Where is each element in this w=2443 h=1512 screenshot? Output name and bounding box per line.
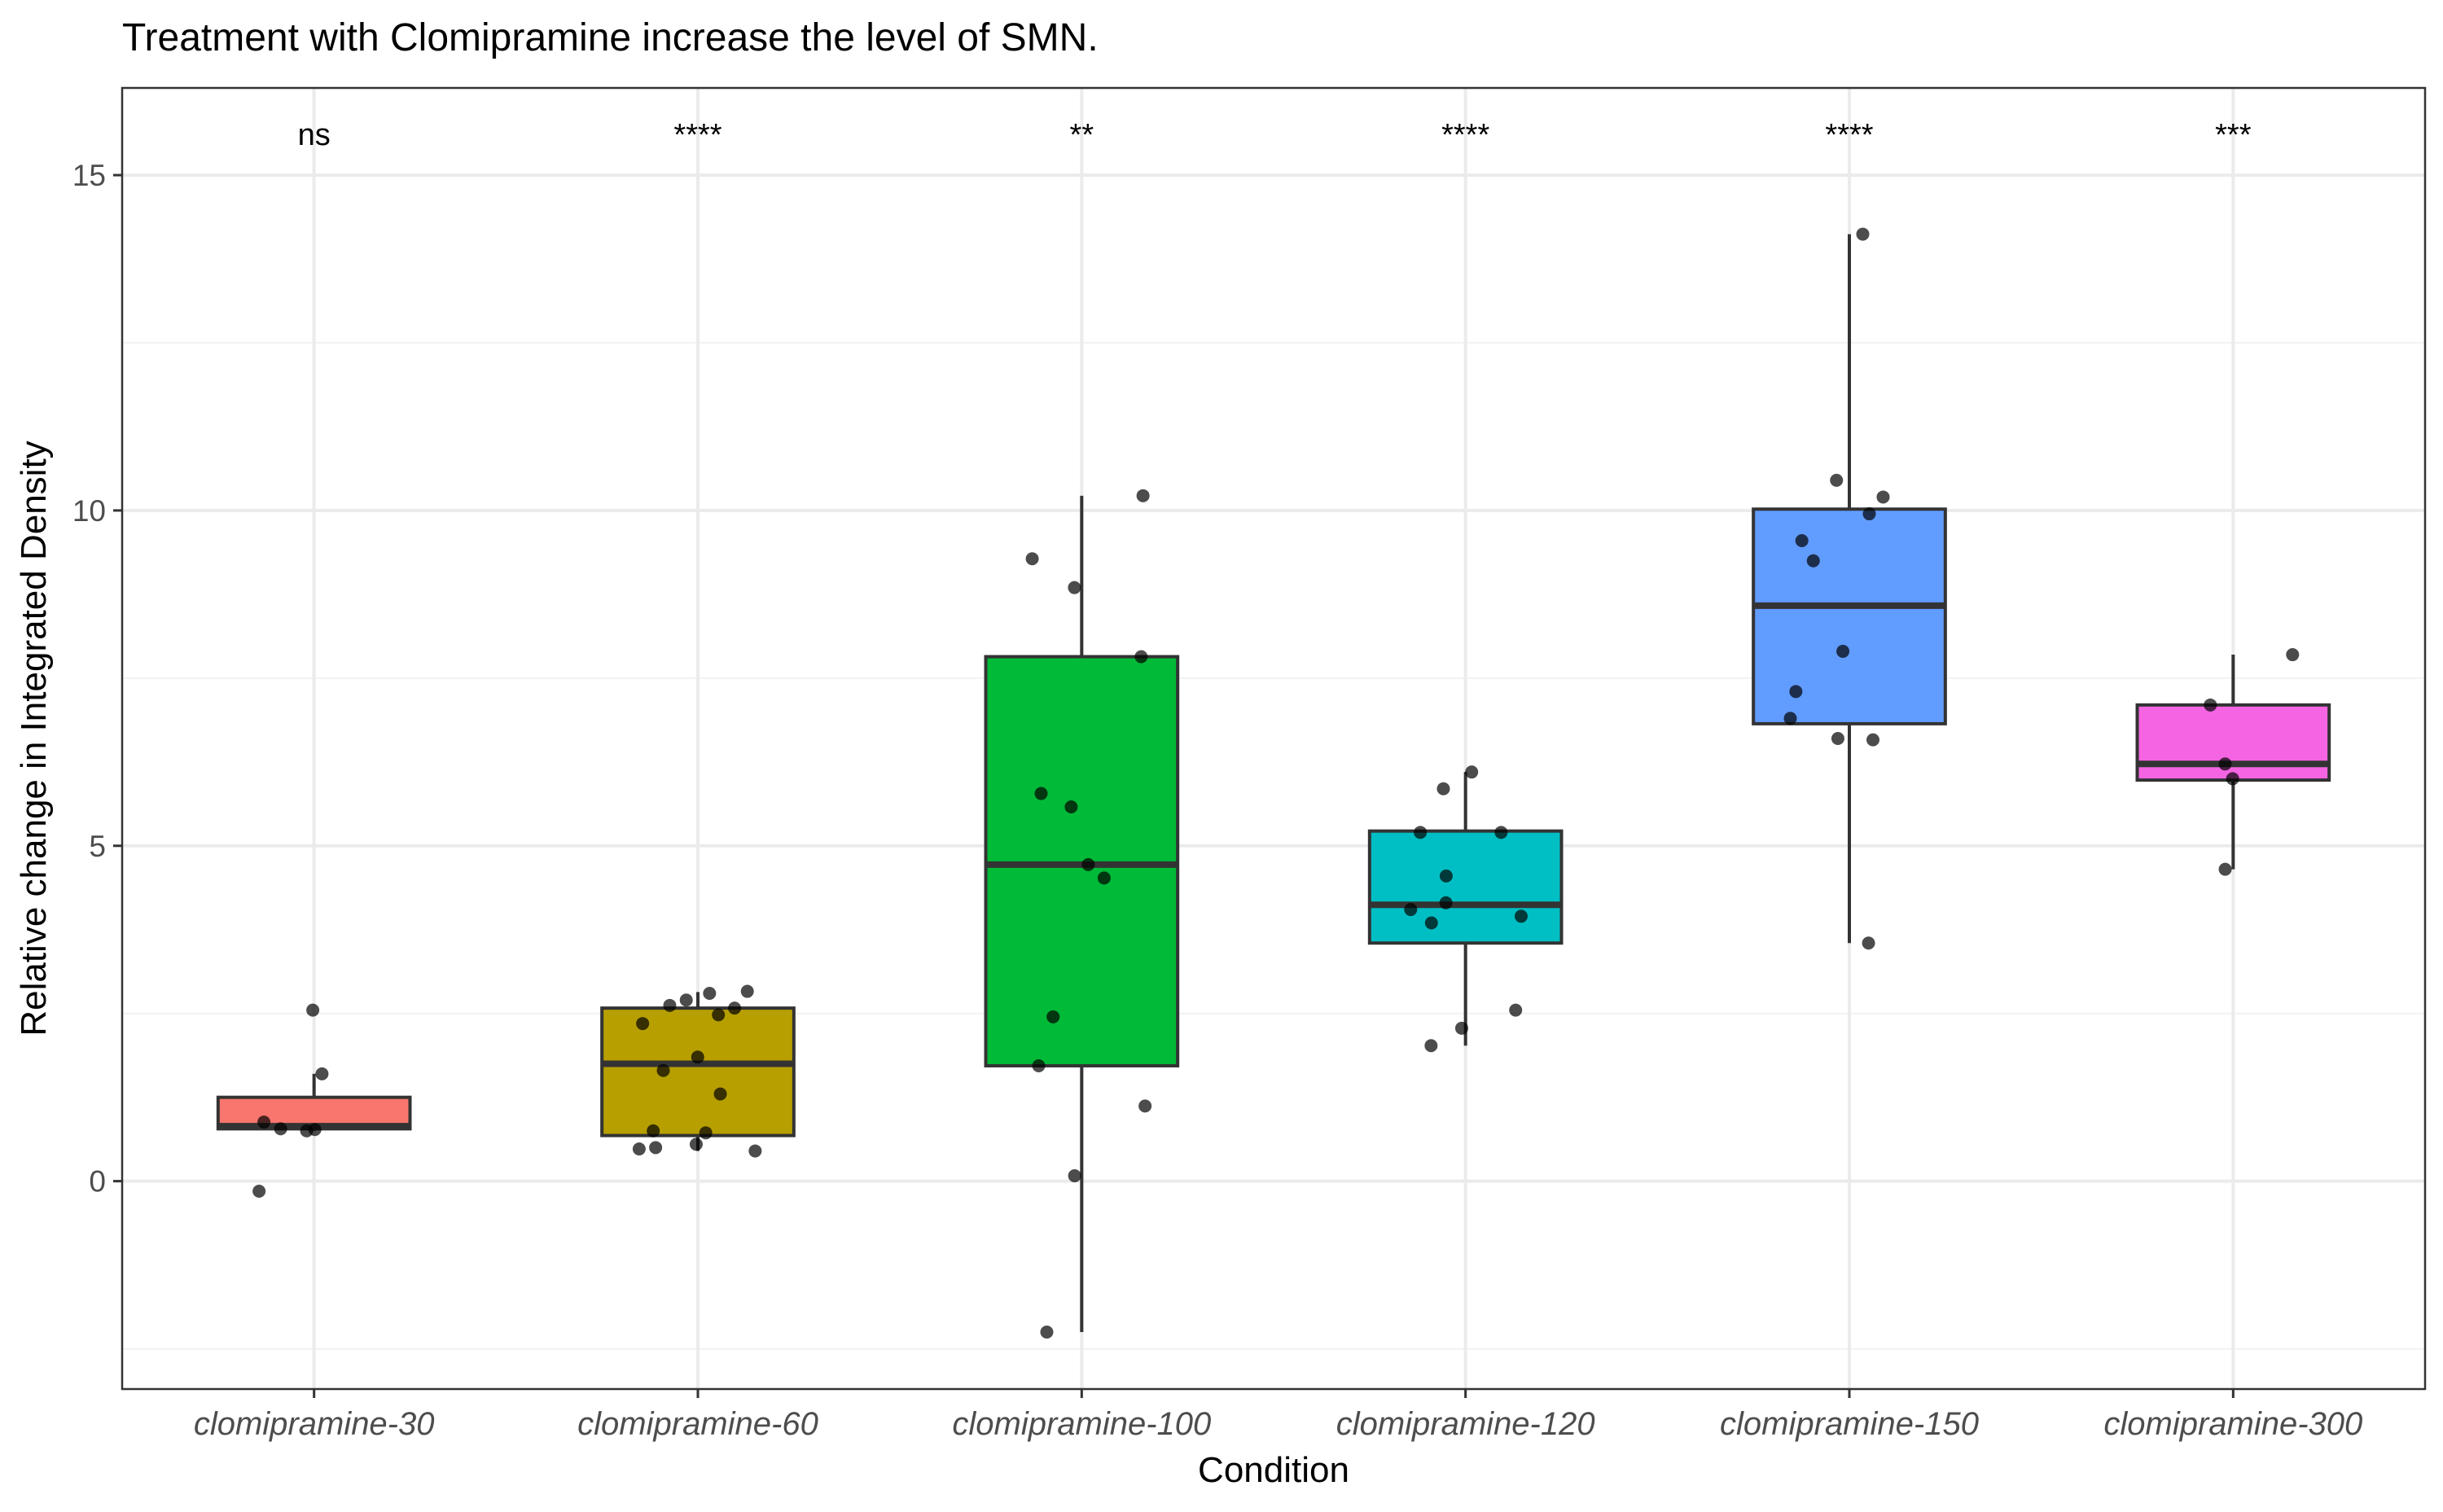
data-point bbox=[1134, 650, 1148, 664]
data-point bbox=[1439, 896, 1453, 909]
y-tick-label: 10 bbox=[72, 494, 106, 528]
box bbox=[2135, 703, 2331, 782]
data-point bbox=[1032, 1058, 1046, 1072]
x-axis-title: Condition bbox=[1198, 1450, 1349, 1490]
box bbox=[1752, 507, 1947, 725]
data-point bbox=[2204, 698, 2217, 712]
data-point bbox=[1097, 871, 1111, 885]
x-axis: clomipramine-30 clomipramine-60 clomiprami… bbox=[194, 1389, 2362, 1442]
significance-label: **** bbox=[1441, 118, 1489, 152]
data-point bbox=[257, 1115, 271, 1129]
data-point bbox=[1454, 1021, 1468, 1035]
x-tick-label: clomipramine-30 bbox=[194, 1406, 435, 1442]
data-point bbox=[1034, 787, 1048, 800]
data-point bbox=[636, 1017, 650, 1031]
data-point bbox=[1795, 534, 1809, 548]
data-point bbox=[712, 1008, 726, 1022]
significance-label: ns bbox=[298, 118, 331, 152]
data-point bbox=[1509, 1003, 1523, 1017]
data-point bbox=[1424, 916, 1438, 930]
data-point bbox=[1068, 1169, 1081, 1183]
data-point bbox=[1025, 552, 1039, 566]
data-point bbox=[1862, 936, 1875, 950]
jitter-points bbox=[252, 227, 2300, 1339]
data-point bbox=[1866, 733, 1879, 747]
y-tick-label: 0 bbox=[89, 1165, 106, 1199]
significance-labels: ns **** ** **** **** *** bbox=[298, 118, 2252, 152]
data-point bbox=[748, 1144, 762, 1158]
data-point bbox=[632, 1142, 646, 1156]
data-point bbox=[2226, 772, 2239, 786]
data-point bbox=[1046, 1010, 1060, 1023]
data-point bbox=[728, 1001, 742, 1015]
y-tick-label: 5 bbox=[89, 830, 106, 863]
data-point bbox=[699, 1126, 713, 1140]
panel-border bbox=[121, 86, 2427, 1391]
data-point bbox=[1068, 581, 1081, 594]
data-point bbox=[1789, 685, 1803, 699]
data-point bbox=[691, 1050, 704, 1064]
chart-title: Treatment with Clomipramine increase the… bbox=[122, 16, 1099, 59]
x-tick-label: clomipramine-120 bbox=[1336, 1406, 1595, 1442]
data-point bbox=[1040, 1325, 1054, 1339]
data-point bbox=[1831, 732, 1844, 745]
data-point bbox=[679, 993, 693, 1007]
data-point bbox=[1136, 489, 1150, 502]
data-point bbox=[1439, 869, 1453, 883]
box-series bbox=[216, 234, 2331, 1332]
y-axis: 0 5 10 15 bbox=[72, 159, 122, 1199]
data-point bbox=[2218, 757, 2232, 771]
data-point bbox=[306, 1003, 320, 1017]
data-point bbox=[1465, 765, 1479, 779]
data-point bbox=[647, 1124, 660, 1137]
data-point bbox=[656, 1063, 670, 1077]
data-point bbox=[713, 1087, 727, 1101]
y-tick-label: 15 bbox=[72, 159, 106, 192]
significance-label: *** bbox=[2215, 118, 2252, 152]
data-point bbox=[1514, 909, 1528, 923]
data-point bbox=[740, 984, 754, 998]
box bbox=[984, 655, 1180, 1067]
data-point bbox=[252, 1185, 266, 1199]
y-axis-title: Relative change in Integrated Density bbox=[14, 440, 54, 1036]
data-point bbox=[1424, 1039, 1438, 1053]
significance-label: **** bbox=[673, 118, 721, 152]
x-tick-label: clomipramine-100 bbox=[952, 1406, 1211, 1442]
data-point bbox=[1494, 826, 1508, 839]
data-point bbox=[1836, 644, 1850, 658]
data-point bbox=[1081, 857, 1095, 871]
data-point bbox=[2218, 862, 2232, 876]
data-point bbox=[703, 987, 717, 1001]
data-point bbox=[1876, 490, 1890, 504]
data-point bbox=[649, 1141, 663, 1155]
x-tick-label: clomipramine-60 bbox=[577, 1406, 818, 1442]
box bbox=[600, 1006, 796, 1137]
data-point bbox=[1436, 782, 1450, 795]
x-tick-label: clomipramine-150 bbox=[1720, 1406, 1979, 1442]
data-point bbox=[1404, 903, 1418, 917]
data-point bbox=[1138, 1099, 1152, 1113]
data-point bbox=[1806, 554, 1820, 568]
data-point bbox=[1862, 507, 1876, 521]
data-point bbox=[1783, 712, 1797, 725]
significance-label: **** bbox=[1825, 118, 1873, 152]
data-point bbox=[315, 1067, 329, 1080]
significance-label: ** bbox=[1070, 118, 1094, 152]
data-point bbox=[1856, 227, 1870, 241]
data-point bbox=[274, 1122, 287, 1136]
x-tick-label: clomipramine-300 bbox=[2103, 1406, 2362, 1442]
data-point bbox=[1830, 473, 1844, 487]
box bbox=[1367, 829, 1564, 945]
data-point bbox=[663, 998, 677, 1012]
data-point bbox=[1414, 826, 1428, 839]
data-point bbox=[689, 1137, 703, 1151]
data-point bbox=[308, 1123, 322, 1137]
data-point bbox=[2286, 648, 2300, 662]
data-point bbox=[1064, 800, 1078, 814]
